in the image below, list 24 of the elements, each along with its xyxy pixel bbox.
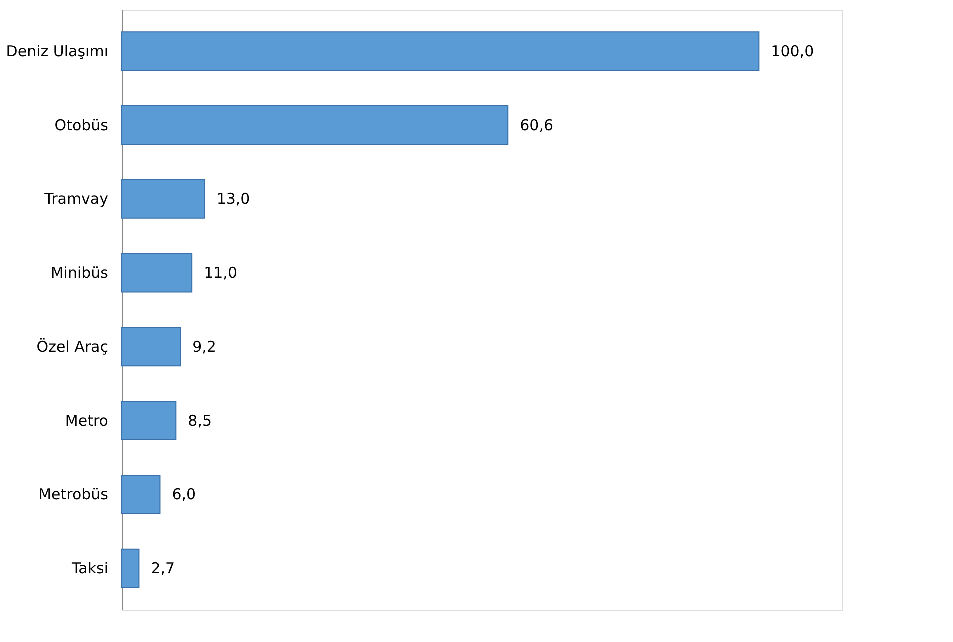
- bar: [122, 401, 177, 441]
- y-tick-label: Metro: [65, 412, 108, 430]
- data-label: 6,0: [172, 486, 196, 504]
- data-label: 13,0: [216, 190, 250, 208]
- bar: [122, 179, 206, 219]
- y-tick-label: Minibüs: [50, 264, 109, 282]
- y-tick-label: Deniz Ulaşımı: [6, 42, 108, 60]
- y-tick-label: Metrobüs: [38, 486, 109, 504]
- data-label: 2,7: [151, 560, 176, 578]
- bar: [122, 548, 140, 588]
- bar: [122, 106, 509, 145]
- y-tick-label: Taksi: [70, 560, 108, 578]
- data-label: 11,0: [204, 264, 238, 282]
- y-tick-label: Tramvay: [44, 190, 109, 208]
- y-tick-label: Özel Araç: [36, 338, 108, 356]
- data-label: 8,5: [188, 412, 212, 430]
- bar: [122, 32, 760, 72]
- data-label: 100,0: [771, 42, 814, 60]
- bar: [122, 253, 193, 293]
- bar: [122, 475, 161, 514]
- bar: [122, 327, 182, 367]
- data-label: 60,6: [520, 116, 554, 134]
- data-label: 9,2: [192, 338, 216, 356]
- y-tick-label: Otobüs: [54, 116, 109, 134]
